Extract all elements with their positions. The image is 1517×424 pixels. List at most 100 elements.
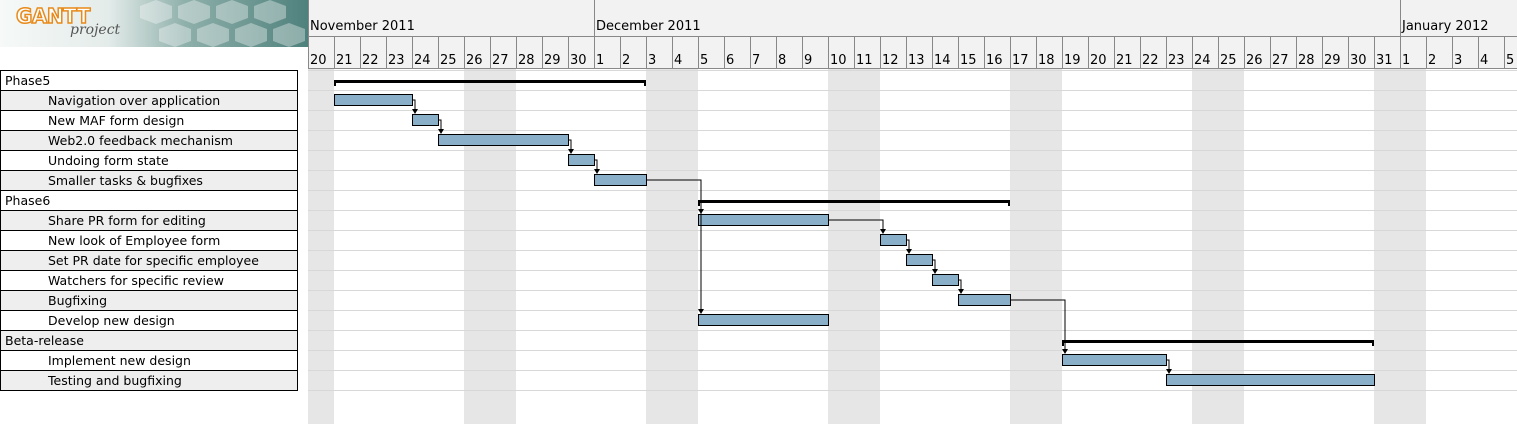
month-label: November 2011 [310, 19, 415, 34]
task-row[interactable]: New MAF form design [0, 111, 298, 131]
day-label: 5 [700, 53, 708, 68]
dependency-connector [412, 99, 416, 110]
task-bar [906, 254, 933, 266]
day-label: 4 [1480, 53, 1488, 68]
task-row[interactable]: New look of Employee form [0, 231, 298, 251]
dependency-arrowhead [1166, 369, 1172, 374]
day-label: 16 [986, 53, 1003, 68]
weekend-column [1400, 47, 1426, 424]
phase-bar-cap [334, 80, 336, 86]
day-label: 27 [492, 53, 509, 68]
day-label: 29 [544, 53, 561, 68]
dependency-connector [438, 119, 442, 130]
day-label: 26 [1246, 53, 1263, 68]
task-name: Watchers for specific review [48, 273, 224, 288]
day-label: 21 [336, 53, 353, 68]
dependency-arrowhead [594, 169, 600, 174]
day-label: 9 [804, 53, 812, 68]
weekend-column [1374, 47, 1400, 424]
task-name: Phase6 [5, 193, 51, 208]
dependency-arrowhead [568, 149, 574, 154]
phase-row[interactable]: Phase5 [0, 70, 298, 91]
month-label: December 2011 [596, 19, 701, 34]
day-label: 21 [1116, 53, 1133, 68]
dependency-connector [828, 219, 884, 230]
weekend-column [854, 47, 880, 424]
phase-bar-cap [1008, 200, 1010, 206]
dependency-connector [906, 239, 910, 250]
task-row[interactable]: Navigation over application [0, 91, 298, 111]
day-label: 24 [414, 53, 431, 68]
day-label: 1 [1402, 53, 1410, 68]
task-row[interactable]: Watchers for specific review [0, 271, 298, 291]
day-label: 4 [674, 53, 682, 68]
day-label: 28 [1298, 53, 1315, 68]
task-list: Phase5 Navigation over application New MAF… [0, 70, 298, 391]
month-label: January 2012 [1401, 19, 1489, 34]
task-bar [880, 234, 907, 246]
dependency-connector [594, 159, 598, 170]
dependency-connector [1166, 359, 1170, 370]
weekend-column [1036, 47, 1062, 424]
task-name: Bugfixing [48, 293, 108, 308]
dependency-arrowhead [1062, 349, 1068, 354]
task-bar [438, 134, 569, 146]
dependency-arrowhead [906, 249, 912, 254]
task-name: Share PR form for editing [48, 213, 206, 228]
weekend-column [1218, 47, 1244, 424]
task-bar [412, 114, 439, 126]
task-row[interactable]: Develop new design [0, 311, 298, 331]
day-label: 15 [960, 53, 977, 68]
task-name: Smaller tasks & bugfixes [48, 173, 203, 188]
ganttproject-logo: GANTT project [0, 0, 308, 47]
task-row[interactable]: Set PR date for specific employee [0, 251, 298, 271]
dependency-arrowhead [958, 289, 964, 294]
day-label: 3 [1454, 53, 1462, 68]
phase-row[interactable]: Phase6 [0, 191, 298, 211]
phase-summary-bar [698, 200, 1010, 203]
dependency-arrowhead [438, 129, 444, 134]
phase-summary-bar [334, 80, 646, 83]
task-name: Testing and bugfixing [48, 373, 182, 388]
dependency-arrowhead [932, 269, 938, 274]
phase-bar-cap [1372, 340, 1374, 346]
task-name: Web2.0 feedback mechanism [48, 133, 233, 148]
logo-brand-text: GANTT [15, 3, 91, 29]
task-row[interactable]: Testing and bugfixing [0, 371, 298, 391]
day-label: 20 [310, 53, 327, 68]
task-row[interactable]: Smaller tasks & bugfixes [0, 171, 298, 191]
day-label: 11 [856, 53, 873, 68]
phase-row[interactable]: Beta-release [0, 331, 298, 351]
day-label: 8 [778, 53, 786, 68]
task-name: Phase5 [5, 73, 51, 88]
weekend-column [1010, 47, 1036, 424]
day-label: 26 [466, 53, 483, 68]
day-label: 25 [440, 53, 457, 68]
day-label: 22 [1142, 53, 1159, 68]
weekend-column [464, 47, 490, 424]
task-bar [958, 294, 1011, 306]
day-label: 18 [1038, 53, 1055, 68]
day-label: 6 [726, 53, 734, 68]
day-label: 27 [1272, 53, 1289, 68]
task-row[interactable]: Web2.0 feedback mechanism [0, 131, 298, 151]
task-row[interactable]: Undoing form state [0, 151, 298, 171]
task-row[interactable]: Bugfixing [0, 291, 298, 311]
day-label: 2 [1428, 53, 1436, 68]
task-bar [568, 154, 595, 166]
month-header-bg [308, 0, 1517, 36]
phase-summary-bar [1062, 340, 1374, 343]
dependency-connector [1010, 299, 1066, 350]
weekend-column [646, 47, 672, 424]
task-bar [932, 274, 959, 286]
task-bar [698, 314, 829, 326]
task-row[interactable]: Implement new design [0, 351, 298, 371]
day-label: 23 [1168, 53, 1185, 68]
task-row[interactable]: Share PR form for editing [0, 211, 298, 231]
day-label: 23 [388, 53, 405, 68]
day-label: 22 [362, 53, 379, 68]
hexagon-pattern-icon [140, 0, 305, 47]
phase-bar-cap [1062, 340, 1064, 346]
day-label: 17 [1012, 53, 1029, 68]
